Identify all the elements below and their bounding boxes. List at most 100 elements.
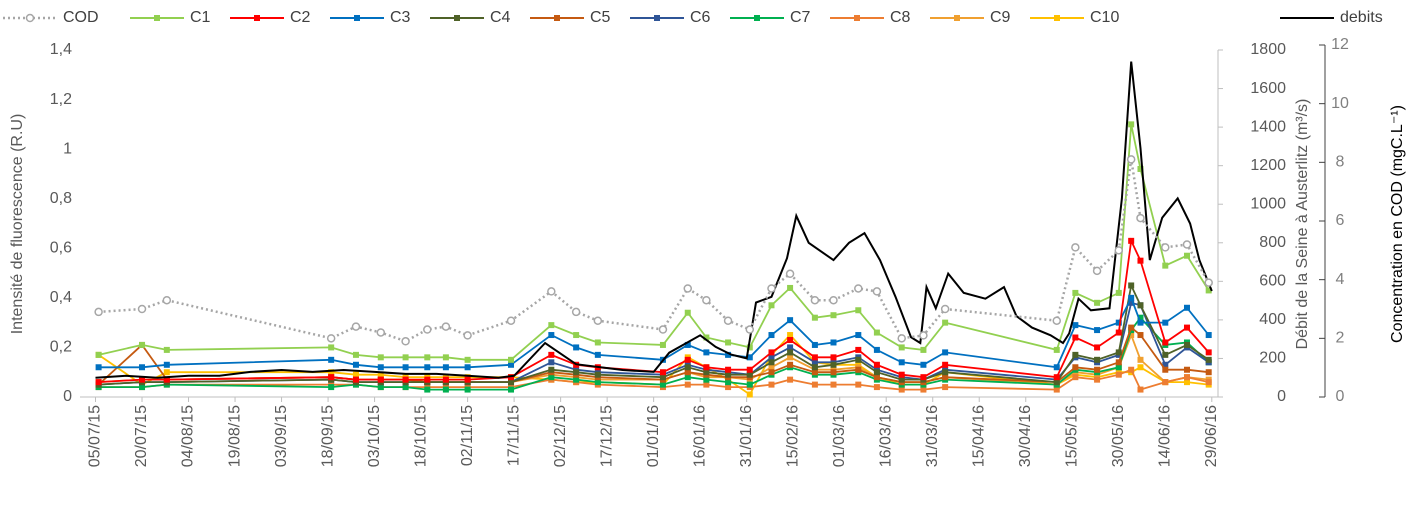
- data-point: [1162, 361, 1169, 368]
- data-point: [464, 356, 471, 363]
- data-point: [1137, 356, 1144, 363]
- data-point: [658, 325, 668, 334]
- data-point: [1183, 366, 1190, 373]
- legend-label: C4: [490, 9, 511, 26]
- x-tick-label: 17/11/15: [505, 405, 522, 466]
- data-point: [377, 376, 384, 383]
- data-point: [508, 361, 515, 368]
- data-point: [942, 349, 949, 356]
- y3-tick-label: 2: [1336, 330, 1345, 347]
- data-point: [1137, 314, 1144, 321]
- data-point: [1162, 379, 1169, 386]
- x-tick-label: 18/10/15: [412, 405, 429, 467]
- data-point: [137, 304, 147, 314]
- data-point: [1128, 299, 1135, 306]
- legend-marker: [854, 15, 860, 21]
- data-point: [920, 346, 927, 353]
- data-point: [830, 361, 837, 368]
- data-point: [352, 351, 359, 358]
- data-point: [1128, 121, 1135, 128]
- x-tick-label: 18/09/15: [319, 405, 336, 467]
- data-point: [897, 334, 906, 343]
- data-point: [1205, 369, 1212, 376]
- x-tick-label: 01/03/16: [831, 405, 848, 467]
- data-point: [139, 364, 146, 371]
- data-point: [1205, 287, 1212, 294]
- data-point: [1115, 359, 1122, 366]
- data-point: [377, 364, 384, 371]
- data-point: [811, 314, 818, 321]
- data-point: [811, 381, 818, 388]
- data-point: [787, 349, 794, 356]
- data-point: [95, 351, 102, 358]
- legend-label: COD: [63, 9, 99, 26]
- y2-tick-label: 0: [1277, 388, 1286, 405]
- data-point: [1115, 329, 1122, 336]
- data-point: [402, 364, 409, 371]
- data-point: [1115, 371, 1122, 378]
- y2-tick-label: 1800: [1250, 41, 1286, 58]
- x-tick-label: 15/04/16: [970, 405, 987, 467]
- data-point: [548, 322, 555, 329]
- data-point: [746, 366, 753, 373]
- data-point: [594, 351, 601, 358]
- x-tick-label: 04/08/15: [180, 405, 197, 467]
- data-point: [424, 354, 431, 361]
- data-point: [442, 386, 449, 393]
- data-point: [328, 356, 335, 363]
- data-point: [898, 344, 905, 351]
- data-point: [1128, 324, 1135, 331]
- data-point: [352, 361, 359, 368]
- data-point: [1053, 386, 1060, 393]
- data-point: [829, 295, 838, 305]
- data-point: [326, 334, 336, 343]
- data-point: [855, 366, 862, 373]
- data-point: [351, 322, 361, 331]
- data-point: [854, 284, 863, 293]
- data-point: [855, 332, 862, 339]
- legend-marker: [154, 15, 160, 21]
- series-line: [98, 124, 1210, 361]
- data-point: [377, 371, 384, 378]
- data-point: [1094, 299, 1101, 306]
- data-point: [594, 379, 601, 386]
- data-point: [725, 366, 732, 373]
- data-point: [725, 351, 732, 358]
- data-point: [855, 346, 862, 353]
- data-point: [787, 376, 794, 383]
- x-tick-label: 02/11/15: [459, 405, 476, 466]
- data-point: [659, 369, 666, 376]
- data-point: [787, 344, 794, 351]
- y2-tick-label: 400: [1259, 311, 1286, 328]
- legend-marker: [754, 15, 760, 21]
- y3-tick-label: 8: [1336, 154, 1345, 171]
- data-point: [377, 384, 384, 391]
- data-point: [1053, 346, 1060, 353]
- y-tick-label: 0,2: [50, 339, 72, 356]
- data-point: [464, 376, 471, 383]
- data-point: [768, 332, 775, 339]
- data-point: [163, 369, 170, 376]
- legend-label: C6: [690, 9, 711, 26]
- data-point: [1072, 364, 1079, 371]
- data-point: [95, 364, 102, 371]
- series-line: [98, 159, 1210, 343]
- data-point: [423, 325, 432, 334]
- data-point: [702, 295, 711, 305]
- data-point: [163, 361, 170, 368]
- y-tick-label: 0: [63, 388, 72, 405]
- x-tick-label: 02/12/15: [552, 405, 569, 467]
- data-point: [746, 381, 753, 388]
- data-point: [442, 354, 449, 361]
- data-point: [328, 344, 335, 351]
- legend-label: C3: [390, 9, 411, 26]
- data-point: [787, 284, 794, 291]
- data-point: [1205, 332, 1212, 339]
- data-point: [1137, 257, 1144, 264]
- data-point: [424, 386, 431, 393]
- legend-marker: [954, 15, 960, 21]
- data-point: [746, 371, 753, 378]
- data-point: [508, 386, 515, 393]
- data-point: [855, 356, 862, 363]
- data-point: [787, 332, 794, 339]
